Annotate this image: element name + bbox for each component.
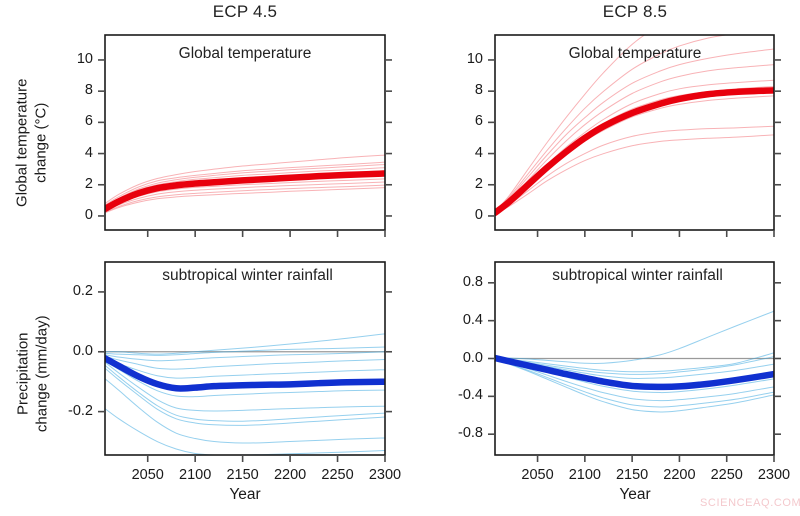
- x-tick-label: 2200: [273, 467, 307, 483]
- y-tick-label: 0.0: [462, 349, 483, 366]
- ensemble-member-line: [105, 361, 385, 412]
- chart-curves-ecp85-temperature: [495, 35, 774, 217]
- x-tick-label: 2100: [179, 467, 212, 483]
- panel-ecp45-temperature: Global temperature: [0, 0, 400, 260]
- x-tick-label: 2300: [368, 467, 402, 483]
- ensemble-member-line: [105, 181, 385, 212]
- ensemble-member-line: [495, 358, 774, 413]
- y-tick-label: 0.0: [72, 342, 93, 359]
- ensemble-member-line: [105, 364, 385, 422]
- plot-frame: [494, 34, 775, 231]
- x-tick-label: 2100: [568, 467, 601, 483]
- ensemble-member-line: [105, 187, 385, 214]
- panel-annotation-global-temperature-ecp45: Global temperature: [178, 45, 312, 62]
- ensemble-member-line: [495, 134, 774, 215]
- y-tick-label: 10: [466, 50, 483, 67]
- x-tick-label: 2050: [521, 467, 554, 483]
- y-tick-label: 0: [84, 206, 93, 223]
- ensemble-mean-line: [105, 170, 385, 213]
- ensemble-member-line: [105, 161, 385, 206]
- x-tick-label: 2050: [131, 467, 164, 483]
- y-tick-label: 0: [474, 206, 483, 223]
- ensemble-member-line: [495, 35, 646, 212]
- y-tick-label: 8: [84, 82, 93, 99]
- panel-ecp45-precipitation: subtropical winter rainfall: [162, 267, 333, 284]
- ensemble-member-line: [105, 355, 385, 370]
- y-tick-label: 6: [474, 113, 483, 130]
- y-tick-label: 4: [84, 144, 93, 161]
- x-axis-label-right: Year: [619, 486, 651, 503]
- x-tick-label: 2150: [615, 467, 649, 483]
- y-tick-label: 2: [84, 175, 93, 192]
- ensemble-mean-line: [105, 355, 385, 392]
- column-title-ecp85: ECP 8.5: [602, 2, 668, 21]
- y-tick-label: 8: [474, 82, 483, 99]
- y-tick-label: 0.8: [462, 273, 483, 290]
- y-tick-label: 4: [474, 144, 483, 161]
- ensemble-mean-line: [495, 354, 774, 391]
- ensemble-member-line: [105, 154, 385, 204]
- panel-ecp85-temperature: Global temperature: [568, 45, 702, 62]
- plot-frame: [104, 261, 386, 456]
- ensemble-member-line: [105, 163, 385, 208]
- y-tick-label: 2: [474, 175, 483, 192]
- panel-annotation-rainfall-ecp45: subtropical winter rainfall: [162, 267, 333, 284]
- ensemble-member-line: [495, 48, 774, 213]
- y-tick-label: 0.4: [462, 311, 483, 328]
- ensemble-member-line: [105, 378, 385, 444]
- y-tick-label: -0.8: [458, 425, 483, 442]
- ensemble-member-line: [105, 184, 385, 213]
- ensemble-member-line: [105, 333, 385, 355]
- ensemble-member-line: [495, 352, 774, 373]
- plot-frame: [104, 34, 386, 231]
- ensemble-member-line: [495, 35, 729, 212]
- chart-ecp85-temperature: [488, 34, 781, 237]
- chart-ecp45-temperature: [98, 34, 392, 237]
- y-tick-label: -0.4: [458, 387, 483, 404]
- x-tick-label: 2150: [226, 467, 259, 483]
- x-tick-label: 2250: [321, 467, 354, 483]
- x-tick-label: 2300: [757, 467, 791, 483]
- x-axis-label-left: Year: [229, 486, 261, 503]
- chart-ecp85-precipitation: [488, 261, 781, 462]
- chart-curves-ecp85-precipitation: [495, 310, 774, 413]
- ensemble-member-line: [495, 125, 774, 215]
- x-tick-label: 2250: [710, 467, 743, 483]
- y-tick-label: 0.2: [72, 282, 93, 299]
- x-tick-label: 2200: [663, 467, 696, 483]
- chart-curves-ecp45-temperature: [105, 154, 385, 214]
- ensemble-member-line: [495, 310, 774, 364]
- column-title-ecp45: ECP 4.5: [212, 2, 278, 21]
- watermark: SCIENCEAQ.COM: [700, 497, 800, 509]
- ensemble-member-line: [105, 351, 385, 362]
- ensemble-mean-line: [495, 87, 774, 217]
- chart-curves-ecp45-precipitation: [105, 333, 385, 455]
- chart-ecp45-precipitation: [98, 261, 392, 462]
- ensemble-member-line: [105, 408, 385, 455]
- ensemble-member-line: [105, 346, 385, 356]
- y-tick-label: -0.2: [68, 402, 93, 419]
- ensemble-member-line: [105, 357, 385, 379]
- panel-annotation-global-temperature-ecp85: Global temperature: [568, 45, 702, 62]
- panel-annotation-rainfall-ecp85: subtropical winter rainfall: [552, 267, 723, 284]
- y-tick-label: 10: [76, 50, 93, 67]
- ensemble-member-line: [495, 64, 774, 213]
- ensemble-member-line: [105, 360, 385, 398]
- ensemble-member-line: [495, 358, 774, 408]
- ensemble-member-line: [105, 367, 385, 426]
- y-tick-label: 6: [84, 113, 93, 130]
